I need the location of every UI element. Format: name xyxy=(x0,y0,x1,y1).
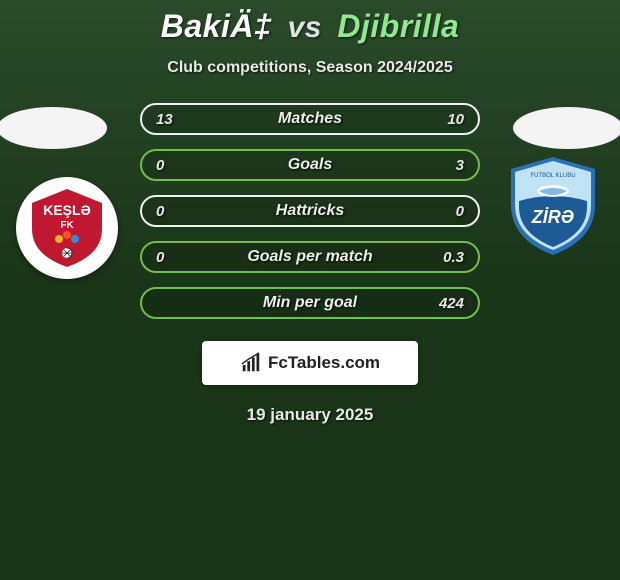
stats-list: 13 Matches 10 0 Goals 3 0 Hattricks 0 0 … xyxy=(140,103,480,319)
stat-left-value: 0 xyxy=(156,249,164,266)
svg-text:KEŞLƏ: KEŞLƏ xyxy=(43,202,91,218)
brand-link[interactable]: FcTables.com xyxy=(202,341,418,385)
stat-label: Hattricks xyxy=(276,202,344,220)
left-club-badge: KEŞLƏ FK xyxy=(16,177,118,279)
subtitle: Club competitions, Season 2024/2025 xyxy=(167,59,452,77)
comparison-body: KEŞLƏ FK 13 Matches 10 0 Goals 3 xyxy=(0,103,620,319)
stat-right-value: 0.3 xyxy=(443,249,464,266)
stat-row: 0 Goals 3 xyxy=(140,149,480,181)
stat-row: 13 Matches 10 xyxy=(140,103,480,135)
page-title: BakiÄ‡ vs Djibrilla xyxy=(161,8,460,45)
stat-right-value: 3 xyxy=(456,157,464,174)
chart-icon xyxy=(240,352,262,374)
player1-name: BakiÄ‡ xyxy=(161,8,273,44)
footer-date: 19 january 2025 xyxy=(247,405,374,425)
stat-row: 0 Goals per match 0.3 xyxy=(140,241,480,273)
brand-rest: Tables.com xyxy=(288,353,380,372)
stat-label: Matches xyxy=(278,110,342,128)
svg-text:ZİRƏ: ZİRƏ xyxy=(531,207,574,227)
stat-row: 0 Hattricks 0 xyxy=(140,195,480,227)
right-club-column: ZİRƏ FUTBOL KLUBU xyxy=(502,103,584,257)
kesla-badge-icon: KEŞLƏ FK xyxy=(24,185,110,271)
stat-label: Min per goal xyxy=(263,294,357,312)
svg-text:FK: FK xyxy=(60,220,74,231)
stat-right-value: 10 xyxy=(447,111,464,128)
comparison-card: BakiÄ‡ vs Djibrilla Club competitions, S… xyxy=(0,0,620,425)
zira-badge-icon: ZİRƏ FUTBOL KLUBU xyxy=(505,155,601,257)
stat-left-value: 0 xyxy=(156,157,164,174)
stat-left-value: 0 xyxy=(156,203,164,220)
right-flag-icon xyxy=(513,107,620,149)
stat-right-value: 424 xyxy=(439,295,464,312)
stat-left-value: 13 xyxy=(156,111,173,128)
brand-text: FcTables.com xyxy=(268,353,380,373)
stat-right-value: 0 xyxy=(456,203,464,220)
left-flag-icon xyxy=(0,107,107,149)
player2-name: Djibrilla xyxy=(337,8,459,44)
svg-text:FUTBOL KLUBU: FUTBOL KLUBU xyxy=(530,173,575,179)
stat-label: Goals xyxy=(288,156,332,174)
stat-label: Goals per match xyxy=(247,248,372,266)
brand-fc: Fc xyxy=(268,353,288,372)
left-club-column: KEŞLƏ FK xyxy=(36,103,118,279)
stat-row: Min per goal 424 xyxy=(140,287,480,319)
vs-text: vs xyxy=(288,11,322,44)
right-club-badge: ZİRƏ FUTBOL KLUBU xyxy=(502,155,604,257)
